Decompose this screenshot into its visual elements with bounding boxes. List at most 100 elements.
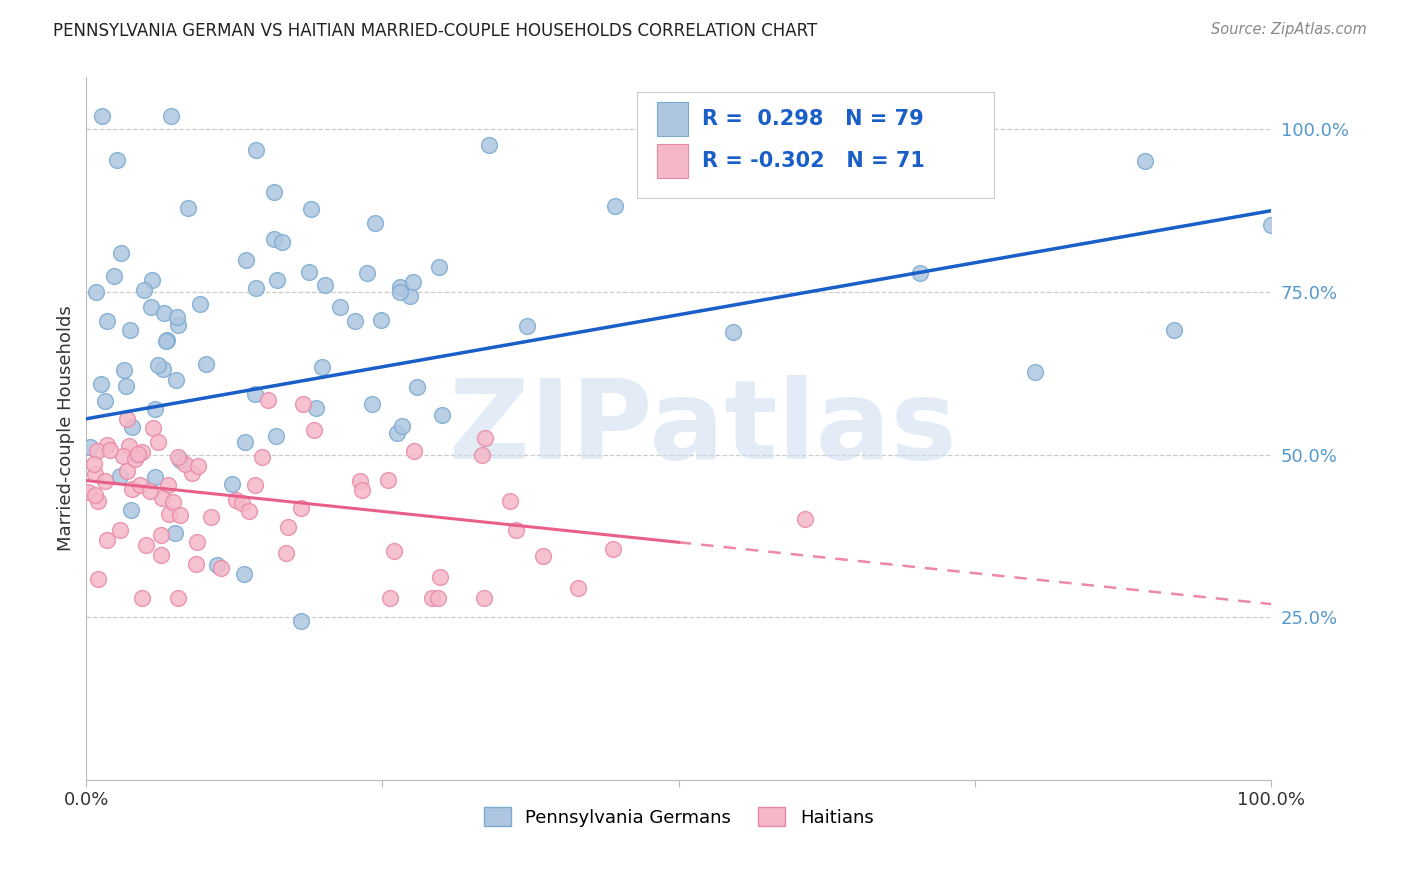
Point [426,591,449,605]
Text: ZIPatlas: ZIPatlas [449,375,956,482]
Point [103,269,125,284]
Point [264,429,287,443]
Point [180,466,202,480]
Point [115,412,138,426]
Point [110,468,132,483]
Point [349,474,371,488]
Point [420,591,443,605]
Point [159,507,181,521]
Point [478,138,501,153]
Point [402,275,425,289]
Point [118,439,141,453]
Point [360,397,382,411]
Point [207,558,229,573]
Point [174,457,197,471]
Point [94,394,117,409]
Point [146,434,169,449]
Point [145,470,167,484]
Point [391,418,413,433]
Point [186,534,208,549]
Text: R =  0.298   N = 79: R = 0.298 N = 79 [702,109,924,128]
Point [603,198,626,212]
Point [399,289,422,303]
Point [389,285,412,299]
Point [187,459,209,474]
Point [135,538,157,552]
Point [143,402,166,417]
Point [163,525,186,540]
Point [112,450,135,464]
Point [84,467,107,481]
Point [169,508,191,523]
Point [184,557,207,571]
Y-axis label: Married-couple Households: Married-couple Households [58,306,75,551]
Point [231,496,253,510]
Text: Source: ZipAtlas.com: Source: ZipAtlas.com [1211,22,1367,37]
Point [471,448,494,462]
Point [602,541,624,556]
Point [200,510,222,524]
Point [124,451,146,466]
Point [86,285,108,299]
Point [271,235,294,250]
Point [108,524,131,538]
Point [406,380,429,394]
Point [110,245,132,260]
Point [364,216,387,230]
Point [245,143,267,157]
Point [292,397,315,411]
Point [167,591,190,605]
Point [167,318,190,332]
Point [112,363,135,377]
Legend: Pennsylvania Germans, Haitians: Pennsylvania Germans, Haitians [477,800,880,834]
Point [152,361,174,376]
Point [505,524,527,538]
Point [531,549,554,563]
Point [96,314,118,328]
Point [132,283,155,297]
Point [276,546,298,560]
Point [131,591,153,605]
Point [352,483,374,497]
Point [238,504,260,518]
Point [225,492,247,507]
Point [125,448,148,462]
Point [263,185,285,199]
Text: R = -0.302   N = 71: R = -0.302 N = 71 [702,151,925,170]
Point [166,310,188,325]
Point [721,325,744,339]
Point [121,420,143,434]
Point [1133,154,1156,169]
Point [148,358,170,372]
Point [131,444,153,458]
Point [266,273,288,287]
Point [343,313,366,327]
Point [498,494,520,508]
Point [177,201,200,215]
Point [472,591,495,605]
Point [960,166,983,180]
Point [152,491,174,505]
Point [427,260,450,274]
Point [86,443,108,458]
Point [115,464,138,478]
Point [167,450,190,465]
Point [910,266,932,280]
Point [94,475,117,489]
Point [87,494,110,508]
Point [277,520,299,534]
Point [77,484,100,499]
Point [128,478,150,492]
Text: PENNSYLVANIA GERMAN VS HAITIAN MARRIED-COUPLE HOUSEHOLDS CORRELATION CHART: PENNSYLVANIA GERMAN VS HAITIAN MARRIED-C… [53,22,818,40]
Point [1024,365,1046,379]
Point [150,528,173,542]
Point [1260,218,1282,232]
Point [243,478,266,492]
Point [385,425,408,440]
Point [516,318,538,333]
Point [252,450,274,464]
Point [150,548,173,562]
Point [299,202,322,216]
Point [257,393,280,408]
Point [377,473,399,487]
